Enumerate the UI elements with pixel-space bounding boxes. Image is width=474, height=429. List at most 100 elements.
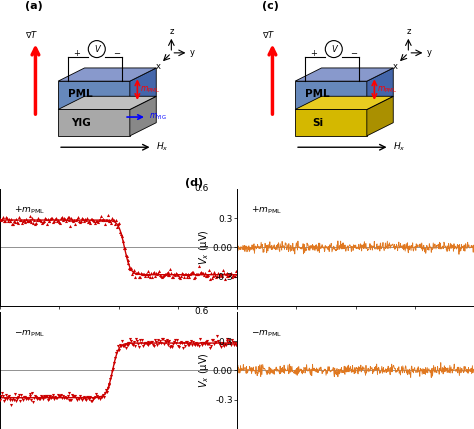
- Point: [124, 259, 131, 266]
- Point: [222, 271, 229, 278]
- Point: [180, 340, 188, 347]
- Y-axis label: $V_x$ (μV): $V_x$ (μV): [197, 230, 211, 265]
- Point: [2, 213, 9, 220]
- Point: [75, 218, 83, 224]
- Point: [226, 272, 233, 278]
- Point: [138, 337, 146, 344]
- Point: [194, 270, 202, 277]
- Point: [150, 343, 158, 350]
- Point: [121, 342, 128, 349]
- Point: [34, 395, 42, 402]
- Point: [20, 393, 27, 400]
- Point: [103, 217, 110, 224]
- Point: [205, 341, 212, 348]
- Point: [88, 216, 95, 223]
- Point: [93, 392, 101, 399]
- Point: [208, 343, 215, 350]
- Polygon shape: [58, 68, 156, 81]
- Text: $- m_\mathrm{PML}$: $- m_\mathrm{PML}$: [251, 328, 282, 339]
- Point: [212, 274, 220, 281]
- Point: [221, 341, 228, 348]
- Point: [211, 271, 219, 278]
- Point: [0, 215, 6, 222]
- Point: [153, 270, 161, 277]
- Point: [209, 275, 216, 281]
- Point: [3, 396, 10, 403]
- Point: [89, 216, 96, 223]
- Point: [186, 274, 193, 281]
- Point: [157, 273, 164, 280]
- Point: [50, 396, 58, 402]
- Point: [214, 270, 222, 277]
- Point: [44, 396, 51, 403]
- Point: [174, 272, 182, 278]
- Point: [55, 393, 63, 399]
- Point: [119, 238, 127, 245]
- Point: [92, 391, 100, 398]
- Point: [231, 273, 239, 280]
- Point: [158, 273, 165, 280]
- Point: [175, 343, 183, 350]
- Point: [116, 342, 124, 349]
- Point: [109, 366, 117, 372]
- Point: [11, 391, 19, 398]
- Polygon shape: [58, 81, 130, 109]
- Point: [121, 245, 128, 252]
- Point: [179, 344, 187, 351]
- Point: [209, 337, 216, 344]
- Text: Si: Si: [312, 118, 323, 127]
- Point: [1, 217, 9, 224]
- Point: [230, 272, 238, 279]
- Point: [185, 341, 192, 347]
- Point: [65, 396, 73, 403]
- Text: (a): (a): [25, 1, 43, 12]
- Point: [9, 396, 16, 403]
- Point: [187, 340, 194, 347]
- Point: [148, 273, 156, 280]
- Point: [52, 214, 60, 221]
- Text: V: V: [94, 45, 100, 54]
- Point: [11, 219, 19, 226]
- Point: [51, 216, 59, 223]
- Point: [213, 333, 221, 340]
- Point: [91, 220, 99, 227]
- Point: [196, 270, 204, 277]
- Point: [4, 393, 11, 400]
- Point: [103, 388, 110, 395]
- Point: [6, 218, 13, 224]
- Point: [62, 218, 70, 225]
- Point: [152, 339, 160, 346]
- Point: [35, 396, 43, 402]
- Point: [91, 393, 99, 400]
- Point: [213, 273, 221, 280]
- Text: x: x: [392, 62, 398, 70]
- Point: [117, 342, 125, 349]
- Point: [101, 221, 109, 228]
- Point: [72, 393, 79, 400]
- Point: [92, 218, 100, 224]
- Point: [170, 270, 178, 277]
- Point: [221, 275, 228, 282]
- Point: [130, 266, 138, 273]
- Text: $- m_\mathrm{PML}$: $- m_\mathrm{PML}$: [14, 328, 45, 339]
- Point: [9, 221, 16, 227]
- Point: [107, 376, 114, 383]
- Point: [37, 393, 45, 399]
- Point: [0, 390, 6, 397]
- Point: [181, 342, 189, 349]
- Text: $\nabla T$: $\nabla T$: [262, 30, 275, 40]
- Point: [169, 340, 177, 347]
- Point: [136, 337, 144, 344]
- Point: [164, 342, 171, 349]
- Point: [191, 273, 199, 280]
- Point: [155, 267, 163, 274]
- Point: [68, 397, 75, 404]
- Polygon shape: [130, 68, 156, 109]
- Point: [177, 339, 185, 346]
- Point: [73, 217, 80, 224]
- Point: [178, 340, 186, 347]
- Point: [155, 339, 163, 346]
- Point: [69, 392, 76, 399]
- Point: [135, 274, 143, 281]
- Point: [95, 217, 103, 224]
